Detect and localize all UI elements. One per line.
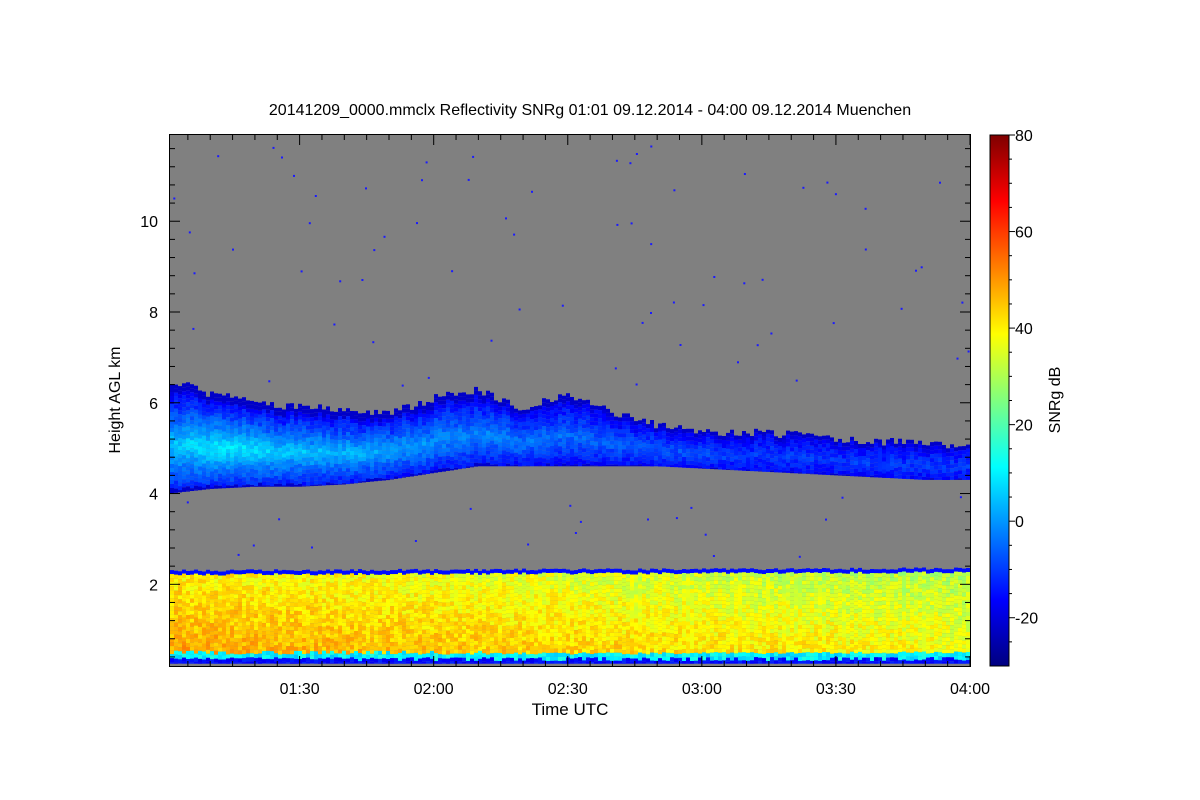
x-tick-label: 03:30 xyxy=(816,681,856,698)
x-tick-label: 02:00 xyxy=(414,681,454,698)
colorbar-tick-label: 0 xyxy=(1015,514,1024,531)
x-tick-label: 01:30 xyxy=(280,681,320,698)
upper-cloud-layer xyxy=(170,382,970,494)
colorbar-gradient xyxy=(990,135,1009,666)
x-tick-label: 03:00 xyxy=(682,681,722,698)
colorbar-tick-label: 40 xyxy=(1015,321,1033,338)
colorbar-tick-label: -20 xyxy=(1015,611,1038,628)
y-tick-label: 10 xyxy=(140,214,158,231)
x-tick-label: 02:30 xyxy=(548,681,588,698)
x-axis-label: Time UTC xyxy=(532,700,609,719)
plot-frame xyxy=(169,134,971,667)
colorbar-label: SNRg dB xyxy=(1047,367,1064,434)
colorbar-tick-label: 20 xyxy=(1015,418,1033,435)
y-axis-label: Height AGL km xyxy=(107,346,124,453)
colorbar-tick-label: 80 xyxy=(1015,128,1033,145)
y-tick-label: 4 xyxy=(149,487,158,504)
x-tick-label: 04:00 xyxy=(950,681,990,698)
cloud-layers xyxy=(170,382,970,664)
chart-title: 20141209_0000.mmclx Reflectivity SNRg 01… xyxy=(269,102,911,119)
noise-speckles xyxy=(173,145,970,558)
colorbar: -20 0 20 40 60 80 SNRg dB xyxy=(989,128,1064,667)
plot-area xyxy=(169,134,971,667)
colorbar-tick-label: 60 xyxy=(1015,225,1033,242)
y-tick-label: 8 xyxy=(149,305,158,322)
y-axis: 2 4 6 8 10 xyxy=(140,148,970,658)
y-tick-label: 6 xyxy=(149,396,158,413)
y-tick-label: 2 xyxy=(149,577,158,594)
lower-precip-layer xyxy=(170,567,970,664)
x-axis: 01:30 02:00 02:30 03:00 03:30 04:00 xyxy=(187,135,990,698)
colorbar-ticks: -20 0 20 40 60 80 xyxy=(1009,128,1038,643)
